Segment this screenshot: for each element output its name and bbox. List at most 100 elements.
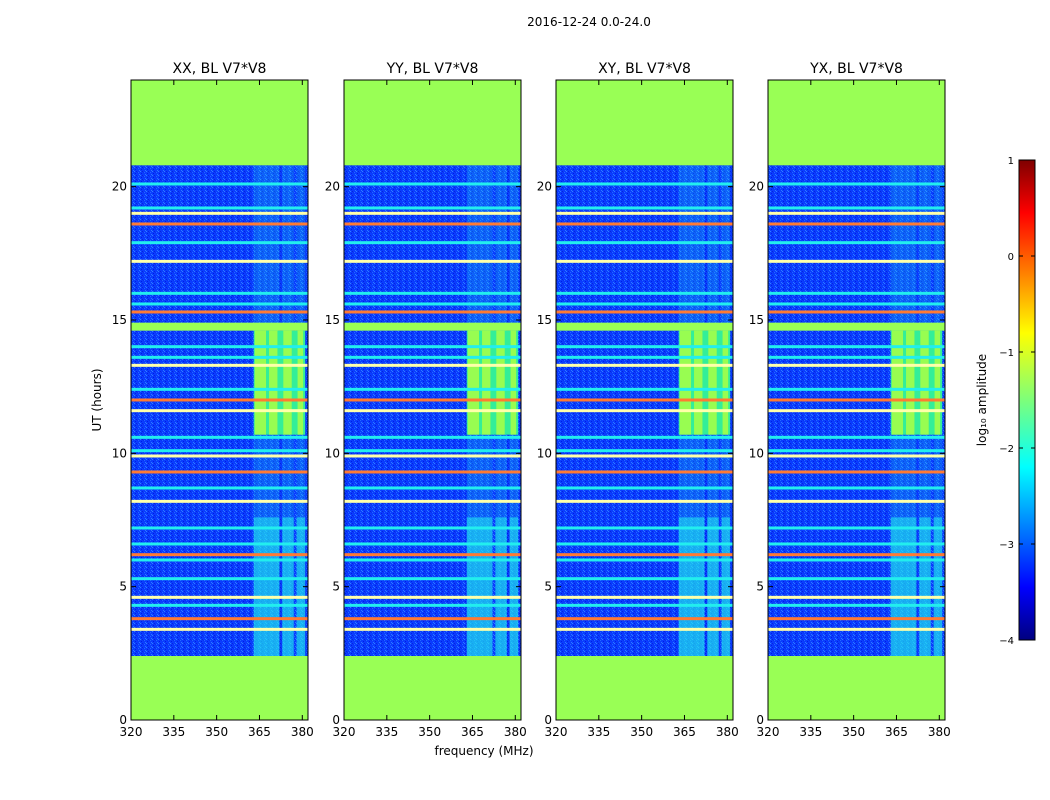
panel-title: XY, BL V7*V8: [598, 61, 691, 77]
colorbar-label: log₁₀ amplitude: [975, 354, 989, 446]
colorbar-tick-label: −4: [999, 636, 1014, 647]
flag-line: [768, 398, 945, 402]
rfi-band: [707, 517, 719, 656]
y-tick-label: 5: [119, 580, 127, 594]
rfi-bright-channel: [467, 330, 480, 435]
flagged-region: [768, 80, 945, 166]
rfi-band: [721, 517, 731, 656]
rfi-bright-channel: [920, 330, 929, 435]
flagged-region: [768, 656, 945, 720]
rfi-band: [282, 517, 294, 656]
flag-line: [768, 499, 945, 503]
flag-line: [768, 542, 945, 546]
flag-line: [768, 363, 945, 367]
flag-line: [131, 310, 308, 314]
flag-line: [344, 470, 521, 474]
rfi-band: [296, 517, 306, 656]
panel-frame: [343, 79, 522, 721]
flag-line: [131, 449, 308, 453]
panel-yx: YX, BL V7*V8 320 335 350 365 380 0 5 10 15 20: [749, 61, 951, 739]
rfi-band: [268, 517, 280, 656]
flag-line: [768, 603, 945, 607]
flag-line: [556, 499, 733, 503]
y-tick-label: 15: [749, 313, 764, 327]
rfi-band: [481, 517, 493, 656]
y-tick-label: 10: [325, 446, 340, 460]
rfi-bright-channel: [283, 330, 292, 435]
flag-line: [556, 595, 733, 599]
flag-line: [344, 345, 521, 349]
flag-line: [131, 387, 308, 391]
flag-line: [131, 398, 308, 402]
rfi-bright-channel: [510, 330, 517, 435]
flag-line: [131, 577, 308, 581]
rfi-band: [933, 517, 943, 656]
flag-line: [131, 486, 308, 490]
flag-line: [131, 259, 308, 263]
flag-line: [556, 345, 733, 349]
x-tick-label: 350: [418, 725, 441, 739]
flag-line: [556, 558, 733, 562]
flag-line: [131, 291, 308, 295]
flag-line: [344, 206, 521, 210]
flag-line: [556, 470, 733, 474]
flag-line: [344, 259, 521, 263]
flag-line: [344, 454, 521, 458]
x-tick-label: 320: [757, 725, 780, 739]
panel-xx: XX, BL V7*V8 320 335 350 365 380 0 5 10 15 20: [112, 61, 314, 739]
flag-line: [556, 302, 733, 306]
flag-line: [556, 222, 733, 226]
rfi-bright-channel: [891, 330, 904, 435]
panel-xy: XY, BL V7*V8 320 335 350 365 380 0 5 10 15 20: [537, 61, 739, 739]
x-tick-label: 380: [928, 725, 951, 739]
flagged-region: [768, 322, 945, 331]
y-tick-label: 0: [756, 713, 764, 727]
flag-line: [768, 526, 945, 530]
colorbar: 1 0 −1 −2 −3 −4 log₁₀ amplitude: [975, 156, 1036, 647]
flag-line: [768, 435, 945, 439]
flag-line: [131, 206, 308, 210]
flag-line: [344, 553, 521, 557]
flag-line: [556, 363, 733, 367]
rfi-band: [890, 517, 906, 656]
heatmap-area: [768, 80, 945, 720]
flag-line: [344, 558, 521, 562]
flagged-region: [556, 80, 733, 166]
x-tick-label: 365: [248, 725, 271, 739]
flag-line: [344, 603, 521, 607]
x-tick-label: 335: [587, 725, 610, 739]
y-tick-label: 20: [325, 180, 340, 194]
flag-line: [131, 595, 308, 599]
flag-line: [344, 409, 521, 413]
flag-line: [556, 454, 733, 458]
flag-line: [556, 206, 733, 210]
rfi-bright-channel: [482, 330, 491, 435]
x-tick-label: 350: [205, 725, 228, 739]
flag-line: [768, 241, 945, 245]
x-tick-label: 350: [630, 725, 653, 739]
flag-line: [768, 454, 945, 458]
flagged-region: [344, 80, 521, 166]
flag-line: [556, 211, 733, 215]
flagged-region: [131, 656, 308, 720]
flagged-region: [131, 80, 308, 166]
x-tick-label: 365: [885, 725, 908, 739]
flag-line: [556, 182, 733, 186]
rfi-band: [253, 517, 269, 656]
flagged-region: [344, 322, 521, 331]
y-tick-label: 5: [756, 580, 764, 594]
flag-line: [768, 627, 945, 631]
flag-line: [131, 355, 308, 359]
y-tick-label: 20: [537, 180, 552, 194]
flag-line: [344, 435, 521, 439]
x-tick-label: 380: [291, 725, 314, 739]
flag-line: [131, 499, 308, 503]
flag-line: [556, 603, 733, 607]
y-tick-label: 0: [332, 713, 340, 727]
flag-line: [131, 526, 308, 530]
flag-line: [556, 387, 733, 391]
flag-line: [131, 435, 308, 439]
x-tick-label: 350: [842, 725, 865, 739]
flag-line: [344, 627, 521, 631]
flag-line: [768, 577, 945, 581]
